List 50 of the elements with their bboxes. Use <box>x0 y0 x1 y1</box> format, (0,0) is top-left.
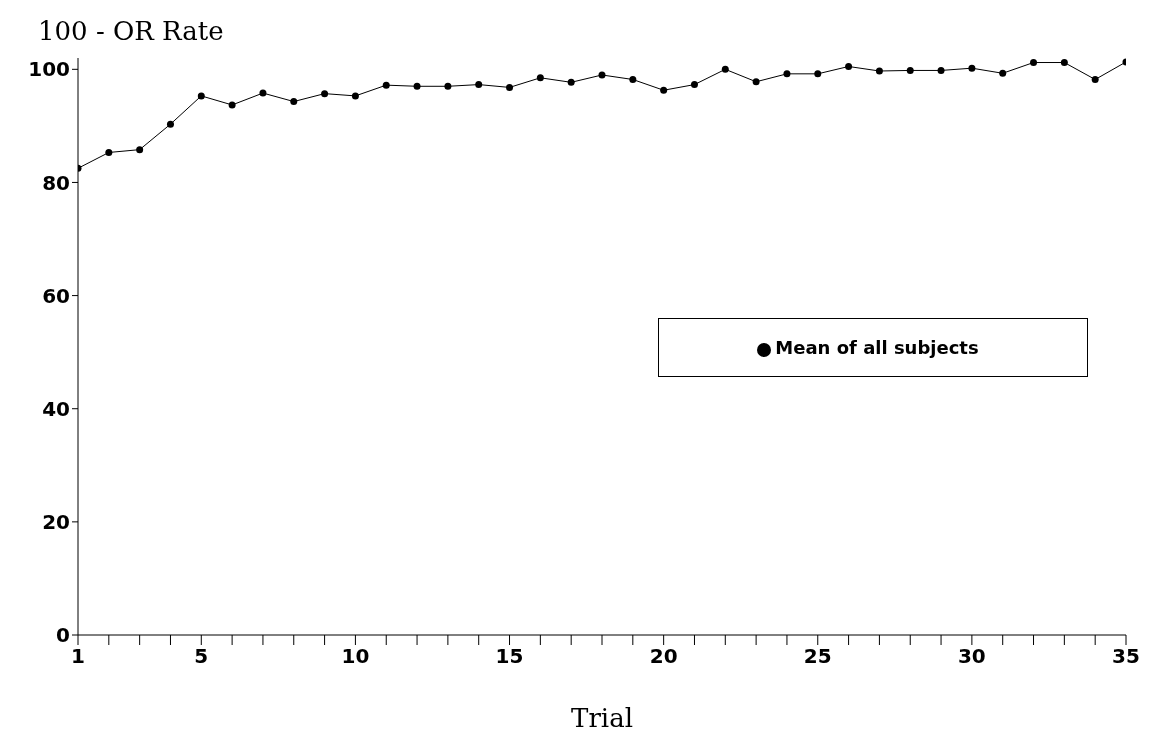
point <box>1060 59 1068 67</box>
x-axis-title: Trial <box>571 703 633 733</box>
point <box>351 92 359 100</box>
point <box>536 74 544 82</box>
legend-label: Mean of all subjects <box>775 337 979 358</box>
point <box>506 83 514 91</box>
y-tick-label: 0 <box>56 623 70 648</box>
x-tick-label: 10 <box>341 644 370 669</box>
point <box>937 66 945 74</box>
point <box>999 69 1007 77</box>
point <box>228 101 236 109</box>
point <box>752 78 760 86</box>
point <box>321 90 329 98</box>
point <box>290 98 298 106</box>
x-tick-label: 5 <box>194 644 209 669</box>
y-axis-title: 100 - OR Rate <box>38 16 224 46</box>
point <box>105 148 113 156</box>
y-tick-label: 20 <box>42 509 70 534</box>
point <box>567 78 575 86</box>
point <box>1030 59 1038 67</box>
point <box>814 70 822 78</box>
point <box>906 66 914 74</box>
point <box>444 82 452 90</box>
point <box>1091 76 1099 83</box>
point <box>259 89 267 97</box>
point <box>690 81 698 89</box>
x-tick-label: 25 <box>803 644 832 669</box>
point <box>598 71 606 79</box>
point <box>968 64 976 72</box>
point <box>475 81 483 89</box>
point <box>721 65 729 73</box>
point <box>166 120 174 128</box>
x-tick-label: 1 <box>71 644 85 669</box>
y-tick-label: 40 <box>42 396 70 421</box>
point <box>413 82 421 90</box>
point <box>783 70 791 78</box>
x-tick-label: 35 <box>1112 644 1140 669</box>
x-tick-label: 20 <box>649 644 678 669</box>
point <box>136 146 144 154</box>
x-tick-label: 15 <box>495 644 524 669</box>
y-tick-label: 60 <box>42 283 70 308</box>
point <box>629 76 637 83</box>
point <box>382 81 390 89</box>
point <box>875 67 883 75</box>
y-tick-label: 100 <box>28 57 70 82</box>
point <box>845 62 853 70</box>
x-tick-label: 30 <box>957 644 986 669</box>
point <box>660 86 668 94</box>
point <box>197 92 205 100</box>
y-tick-label: 80 <box>42 170 70 195</box>
